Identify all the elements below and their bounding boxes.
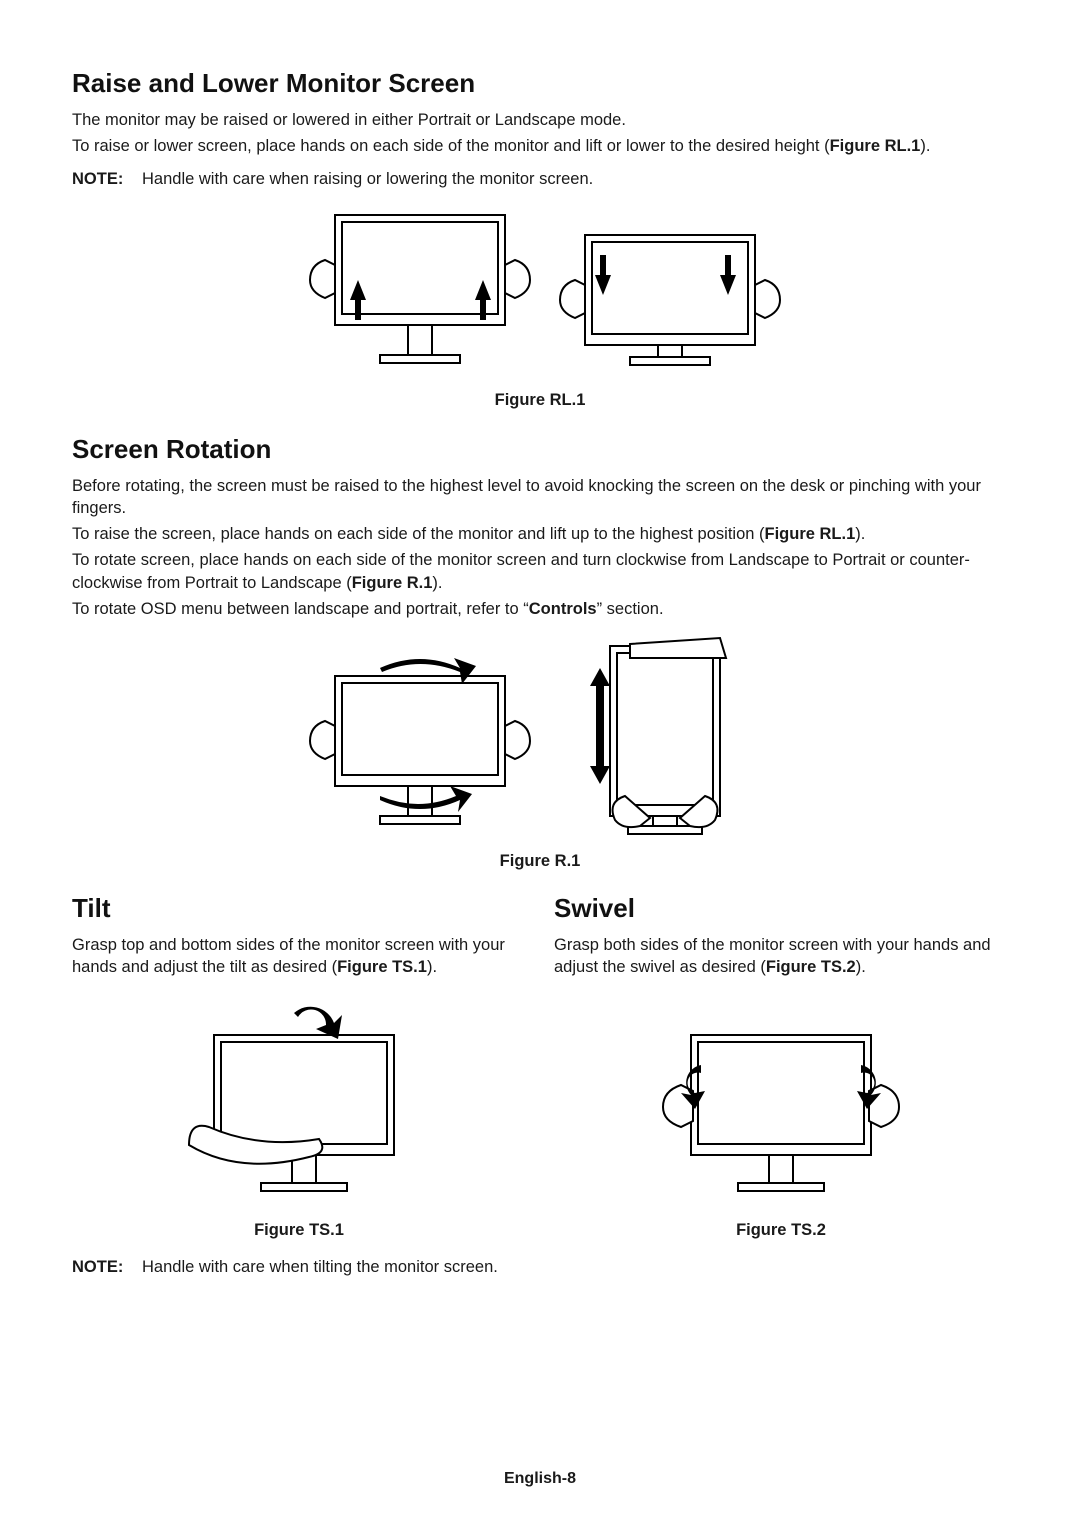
rotation-p4-bold: Controls [529, 600, 597, 618]
figure-ts2-svg [631, 995, 931, 1215]
rotation-p3-b: ). [432, 574, 442, 592]
tilt-p1-b: ). [427, 958, 437, 976]
tilt-col: Tilt Grasp top and bottom sides of the m… [72, 893, 526, 1246]
document-page: Raise and Lower Monitor Screen The monit… [0, 0, 1080, 1528]
figure-rl1-caption: Figure RL.1 [72, 391, 1008, 410]
heading-swivel: Swivel [554, 893, 1008, 924]
swivel-col: Swivel Grasp both sides of the monitor s… [554, 893, 1008, 1246]
tilt-p1-a: Grasp top and bottom sides of the monito… [72, 936, 505, 976]
page-footer: English-8 [0, 1470, 1080, 1488]
tilt-note-label: NOTE: [72, 1258, 142, 1277]
raise-lower-p2-a: To raise or lower screen, place hands on… [72, 137, 830, 155]
figure-rl1: Figure RL.1 [72, 205, 1008, 410]
rotation-p2-b: ). [855, 525, 865, 543]
heading-raise-lower: Raise and Lower Monitor Screen [72, 68, 1008, 99]
raise-lower-p2: To raise or lower screen, place hands on… [72, 135, 1008, 157]
tilt-p1-fig: Figure TS.1 [337, 958, 427, 976]
rotation-p2-fig: Figure RL.1 [765, 525, 856, 543]
swivel-p1-fig: Figure TS.2 [766, 958, 856, 976]
rotation-p4-a: To rotate OSD menu between landscape and… [72, 600, 529, 618]
raise-lower-p1: The monitor may be raised or lowered in … [72, 109, 1008, 131]
figure-rl1-svg [280, 205, 800, 385]
figure-r1-caption: Figure R.1 [72, 852, 1008, 871]
raise-lower-note: NOTE: Handle with care when raising or l… [72, 170, 1008, 189]
raise-lower-p2-b: ). [920, 137, 930, 155]
figure-ts2: Figure TS.2 [554, 995, 1008, 1240]
rotation-p2-a: To raise the screen, place hands on each… [72, 525, 765, 543]
note-body: Handle with care when raising or lowerin… [142, 170, 1008, 189]
swivel-p1-b: ). [856, 958, 866, 976]
rotation-p4: To rotate OSD menu between landscape and… [72, 598, 1008, 620]
rotation-p2: To raise the screen, place hands on each… [72, 523, 1008, 545]
figure-ts1: Figure TS.1 [72, 995, 526, 1240]
tilt-p1: Grasp top and bottom sides of the monito… [72, 934, 526, 979]
figure-r1: Figure R.1 [72, 636, 1008, 871]
rotation-p3-a: To rotate screen, place hands on each si… [72, 551, 970, 591]
swivel-p1: Grasp both sides of the monitor screen w… [554, 934, 1008, 979]
rotation-p3-fig: Figure R.1 [352, 574, 433, 592]
figure-ts2-caption: Figure TS.2 [554, 1221, 1008, 1240]
rotation-p3: To rotate screen, place hands on each si… [72, 549, 1008, 594]
figure-ts1-caption: Figure TS.1 [72, 1221, 526, 1240]
tilt-note: NOTE: Handle with care when tilting the … [72, 1258, 1008, 1277]
rotation-p4-b: ” section. [597, 600, 664, 618]
figure-ts1-svg [149, 995, 449, 1215]
raise-lower-p2-fig: Figure RL.1 [830, 137, 921, 155]
heading-rotation: Screen Rotation [72, 434, 1008, 465]
heading-tilt: Tilt [72, 893, 526, 924]
figure-r1-svg [300, 636, 780, 846]
rotation-p1: Before rotating, the screen must be rais… [72, 475, 1008, 520]
tilt-swivel-row: Tilt Grasp top and bottom sides of the m… [72, 893, 1008, 1246]
note-label: NOTE: [72, 170, 142, 189]
tilt-note-body: Handle with care when tilting the monito… [142, 1258, 1008, 1277]
